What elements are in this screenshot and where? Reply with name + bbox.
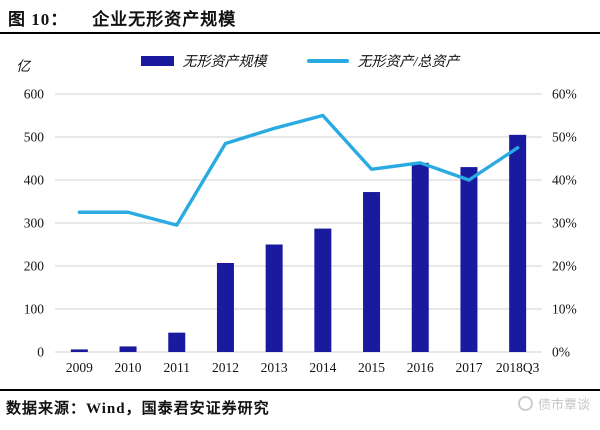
left-axis-tick: 600 [24,87,45,102]
left-axis-unit-label: 亿 [16,60,30,75]
left-axis-tick: 0 [37,345,44,360]
x-axis-label-2009: 2009 [66,360,93,375]
bar-2014 [314,228,332,352]
data-source-note: 数据来源：Wind，国泰君安证券研究 [6,401,270,417]
left-axis-tick: 400 [24,173,45,188]
x-axis-label-2012: 2012 [212,360,239,375]
bar-2009 [70,349,88,352]
right-axis-tick: 10% [552,302,577,317]
legend-item-bar: 无形资产规模 [140,51,267,71]
title-divider [0,32,600,34]
legend-item-line: 无形资产/总资产 [306,51,460,71]
bar-2015 [363,192,381,352]
figure-title: 图 10： 企业无形资产规模 [8,5,236,30]
line-swatch-icon [306,59,349,63]
right-axis-tick: 40% [552,173,577,188]
right-axis-tick: 0% [552,345,570,360]
bar-2012 [216,262,234,352]
bar-2016 [411,162,429,352]
watermark-logo-icon [517,396,533,411]
right-axis-tick: 60% [552,87,577,102]
x-axis-label-2016: 2016 [407,360,434,375]
bar-2018Q3 [509,134,527,352]
x-axis-label-2018Q3: 2018Q3 [496,360,540,375]
right-axis-tick: 20% [552,259,577,274]
figure-number: 图 10： [8,10,69,29]
footer-divider [0,389,600,391]
bar-2013 [265,244,283,352]
right-axis-tick: 30% [552,216,577,231]
bar-2017 [460,167,478,352]
x-axis-label-2010: 2010 [115,360,142,375]
x-axis-label-2014: 2014 [309,360,336,375]
watermark-text: 债市覃谈 [537,397,590,412]
x-axis-label-2017: 2017 [455,360,482,375]
legend-bar-label: 无形资产规模 [182,55,267,70]
watermark: 债市覃谈 [517,394,590,413]
left-axis-tick: 100 [24,302,45,317]
chart-legend: 无形资产规模 无形资产/总资产 [30,51,570,71]
bar-swatch-icon [140,56,174,66]
left-axis-tick: 200 [24,259,45,274]
bar-2010 [119,346,137,352]
ratio-line [77,113,520,227]
bar-2011 [168,332,186,352]
left-axis-tick: 300 [24,216,45,231]
figure-title-text: 企业无形资产规模 [92,10,237,29]
left-axis-tick: 500 [24,130,45,145]
right-axis-tick: 50% [552,130,577,145]
legend-line-label: 无形资产/总资产 [357,55,460,70]
x-axis-label-2011: 2011 [164,360,191,375]
x-axis-label-2015: 2015 [358,360,385,375]
x-axis-label-2013: 2013 [261,360,288,375]
